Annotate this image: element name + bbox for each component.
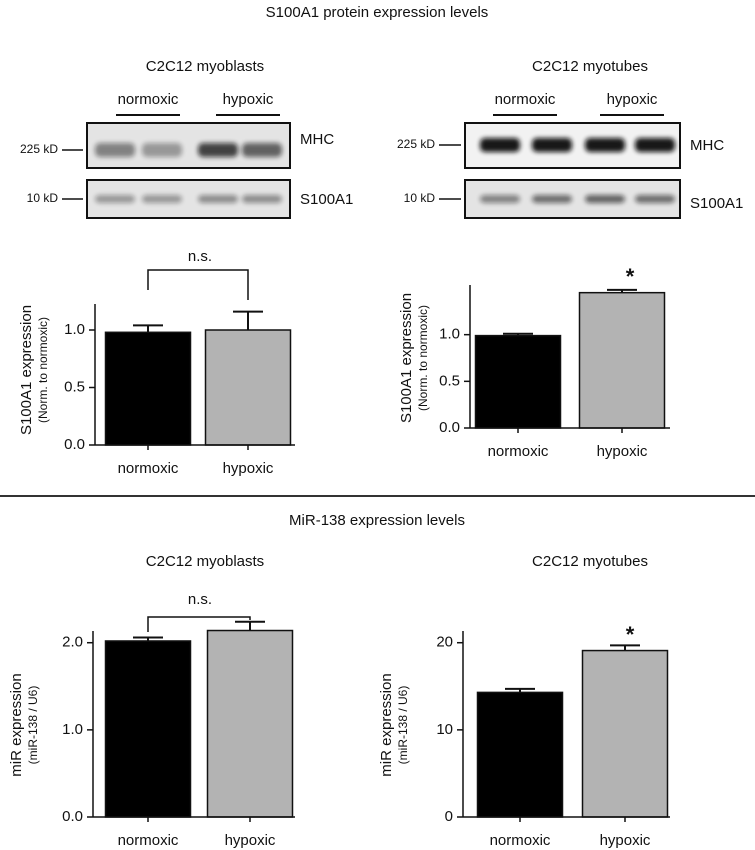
blot-band [635, 138, 675, 152]
blot-band [242, 195, 282, 203]
y-axis-label: S100A1 expression [18, 305, 35, 435]
blot-band [142, 143, 182, 157]
significance-bracket [147, 616, 251, 632]
significance: * [626, 622, 635, 647]
bar [476, 691, 564, 818]
y-axis-label: S100A1 expression [398, 293, 415, 423]
band-label: S100A1 [690, 195, 743, 212]
y-tick-label: 20 [436, 634, 453, 651]
y-axis-label-sub: (miR-138 / U6) [396, 686, 410, 765]
blot-band [95, 195, 135, 203]
group-label: hypoxic [607, 91, 658, 108]
y-tick-label: 10 [436, 721, 453, 738]
group-label: normoxic [495, 91, 556, 108]
y-tick-label: 0 [445, 808, 453, 825]
blot-band [480, 195, 520, 203]
blot-title: C2C12 myoblasts [146, 58, 264, 75]
y-tick-label: 0.0 [439, 419, 460, 436]
band-label: S100A1 [300, 191, 353, 208]
blot-band [585, 138, 625, 152]
blot-band [480, 138, 520, 152]
bar [104, 640, 192, 818]
bar [204, 329, 292, 446]
blot-band [95, 143, 135, 157]
y-tick-label: 1.0 [64, 321, 85, 338]
y-axis-label: miR expression [378, 673, 395, 776]
group-label: hypoxic [223, 91, 274, 108]
marker-label: 225 kD [397, 137, 435, 151]
significance: n.s. [188, 248, 212, 265]
y-tick-label: 2.0 [62, 634, 83, 651]
band-label: MHC [300, 131, 334, 148]
marker-label: 10 kD [27, 191, 59, 205]
y-tick-label: 1.0 [62, 721, 83, 738]
y-axis-label-sub: (Norm. to normoxic) [36, 317, 50, 423]
x-tick-label: normoxic [118, 832, 179, 849]
chart-title: C2C12 myoblasts [146, 553, 264, 570]
section-title: MiR-138 expression levels [289, 512, 465, 529]
marker-label: 10 kD [404, 191, 436, 205]
x-tick-label: hypoxic [600, 832, 651, 849]
section-title: S100A1 protein expression levels [266, 4, 489, 21]
blot-band [585, 195, 625, 203]
bar [206, 629, 294, 818]
y-tick-label: 1.0 [439, 326, 460, 343]
x-tick-label: hypoxic [225, 832, 276, 849]
bar [474, 334, 562, 429]
x-tick-label: hypoxic [223, 460, 274, 477]
x-tick-label: normoxic [118, 460, 179, 477]
blot-band [532, 195, 572, 203]
bar [104, 331, 192, 446]
x-tick-label: hypoxic [597, 443, 648, 460]
chart-title: C2C12 myotubes [532, 553, 648, 570]
blot-band [198, 143, 238, 157]
band-label: MHC [690, 137, 724, 154]
y-axis-label-sub: (Norm. to normoxic) [416, 305, 430, 411]
blot-band [142, 195, 182, 203]
significance: * [626, 264, 635, 289]
x-tick-label: normoxic [488, 443, 549, 460]
marker-label: 225 kD [20, 142, 58, 156]
bar [578, 291, 666, 429]
significance-bracket [147, 269, 249, 300]
y-tick-label: 0.0 [62, 808, 83, 825]
y-axis-label: miR expression [8, 673, 25, 776]
blot-band [635, 195, 675, 203]
blot-band [532, 138, 572, 152]
x-tick-label: normoxic [490, 832, 551, 849]
blot-title: C2C12 myotubes [532, 58, 648, 75]
y-tick-label: 0.5 [439, 372, 460, 389]
group-label: normoxic [118, 91, 179, 108]
blot-band [198, 195, 238, 203]
y-tick-label: 0.5 [64, 378, 85, 395]
blot-band [242, 143, 282, 157]
y-tick-label: 0.0 [64, 436, 85, 453]
y-axis-label-sub: (miR-138 / U6) [26, 686, 40, 765]
bar [581, 649, 669, 818]
significance: n.s. [188, 591, 212, 608]
